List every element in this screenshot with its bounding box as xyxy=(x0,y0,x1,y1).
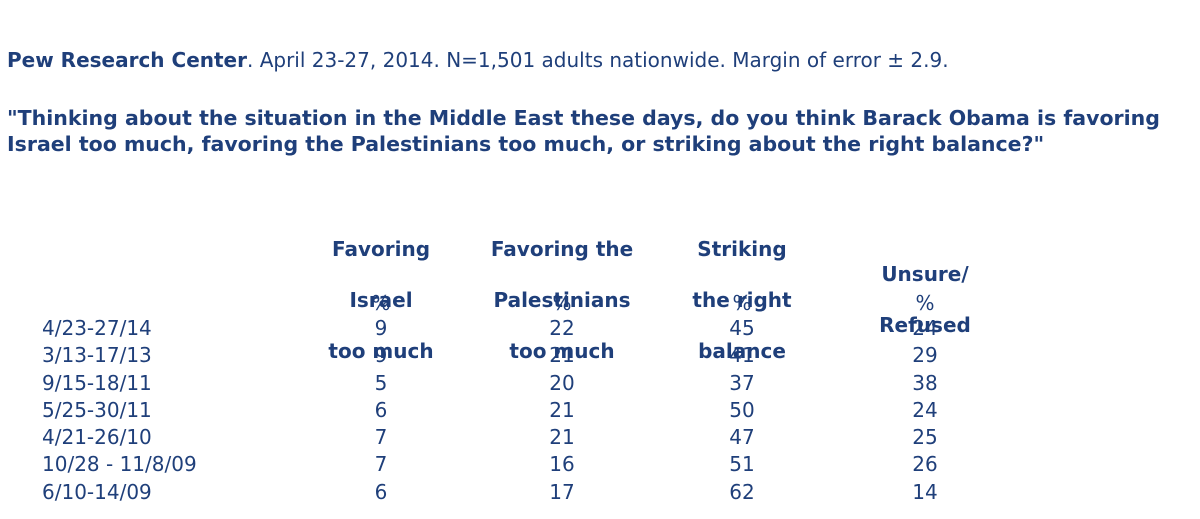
cell-israel: 7 xyxy=(374,425,388,450)
cell-balance: 50 xyxy=(729,397,755,422)
cell-balance: 37 xyxy=(729,370,755,395)
cell-unsure: 38 xyxy=(912,370,938,395)
header-line: Refused xyxy=(879,313,971,337)
header-line: Israel xyxy=(349,287,413,312)
header-line: Favoring the xyxy=(490,236,634,261)
unit-label: % xyxy=(371,291,391,315)
row-date: 5/25-30/11 xyxy=(42,397,152,422)
row-date: 4/21-26/10 xyxy=(42,425,152,450)
cell-israel: 6 xyxy=(374,397,388,422)
header-line: Striking xyxy=(697,236,787,261)
cell-unsure: 26 xyxy=(912,452,938,477)
header-line: too much xyxy=(509,338,615,363)
cell-palestinians: 22 xyxy=(549,316,575,340)
cell-unsure: 25 xyxy=(912,425,938,450)
cell-unsure: 24 xyxy=(912,316,938,340)
table-row: 9/15-18/11 5 20 37 38 xyxy=(0,370,1200,397)
cell-unsure: 24 xyxy=(912,397,938,422)
cell-palestinians: 21 xyxy=(549,343,575,368)
cell-palestinians: 21 xyxy=(549,425,575,450)
unit-row: % % % % xyxy=(0,290,1200,316)
cell-unsure: 14 xyxy=(912,479,938,504)
cell-israel: 9 xyxy=(374,316,388,340)
unit-label: % xyxy=(915,291,935,315)
source-organization: Pew Research Center xyxy=(7,48,247,72)
cell-palestinians: 17 xyxy=(549,479,575,504)
cell-unsure: 29 xyxy=(912,343,938,368)
table-row: 10/28 - 11/8/09 7 16 51 26 xyxy=(0,451,1200,478)
table-body: 4/23-27/14 9 22 45 24 3/13-17/13 9 21 41… xyxy=(0,315,1200,506)
cell-israel: 7 xyxy=(374,452,388,477)
cell-palestinians: 20 xyxy=(549,370,575,395)
row-date: 10/28 - 11/8/09 xyxy=(42,452,197,477)
header-line: too much xyxy=(328,338,434,363)
source-details: . April 23-27, 2014. N=1,501 adults nati… xyxy=(246,48,949,72)
header-right-balance: Striking the right balance xyxy=(672,211,812,390)
header-unsure-refused: Unsure/ Refused xyxy=(855,237,995,365)
cell-israel: 5 xyxy=(374,370,388,395)
cell-israel: 6 xyxy=(374,479,388,504)
cell-israel: 9 xyxy=(374,343,388,368)
header-line: Favoring xyxy=(331,236,431,261)
header-line: balance xyxy=(698,338,786,363)
source-line: Pew Research Center. April 23-27, 2014. … xyxy=(7,47,949,73)
table-row: 4/21-26/10 7 21 47 25 xyxy=(0,424,1200,451)
header-line: the right xyxy=(692,287,792,312)
table-row: 3/13-17/13 9 21 41 29 xyxy=(0,342,1200,369)
row-date: 4/23-27/14 xyxy=(42,316,152,340)
cell-balance: 51 xyxy=(729,452,755,477)
cell-balance: 62 xyxy=(729,479,755,504)
header-line: Unsure/ xyxy=(881,262,969,286)
unit-label: % xyxy=(552,291,572,315)
header-line: Palestinians xyxy=(493,287,631,312)
cell-palestinians: 21 xyxy=(549,397,575,422)
header-favoring-palestinians: Favoring the Palestinians too much xyxy=(472,211,652,390)
cell-balance: 41 xyxy=(729,343,755,368)
table-row: 5/25-30/11 6 21 50 24 xyxy=(0,397,1200,424)
row-date: 3/13-17/13 xyxy=(42,343,152,368)
row-date: 6/10-14/09 xyxy=(42,479,152,504)
unit-label: % xyxy=(732,291,752,315)
cell-palestinians: 16 xyxy=(549,452,575,477)
cell-balance: 45 xyxy=(729,316,755,340)
row-date: 9/15-18/11 xyxy=(42,370,152,395)
table-row: 4/23-27/14 9 22 45 24 xyxy=(0,315,1200,342)
cell-balance: 47 xyxy=(729,425,755,450)
survey-question: "Thinking about the situation in the Mid… xyxy=(7,106,1160,156)
header-favoring-israel: Favoring Israel too much xyxy=(306,211,456,390)
table-row: 6/10-14/09 6 17 62 14 xyxy=(0,479,1200,506)
